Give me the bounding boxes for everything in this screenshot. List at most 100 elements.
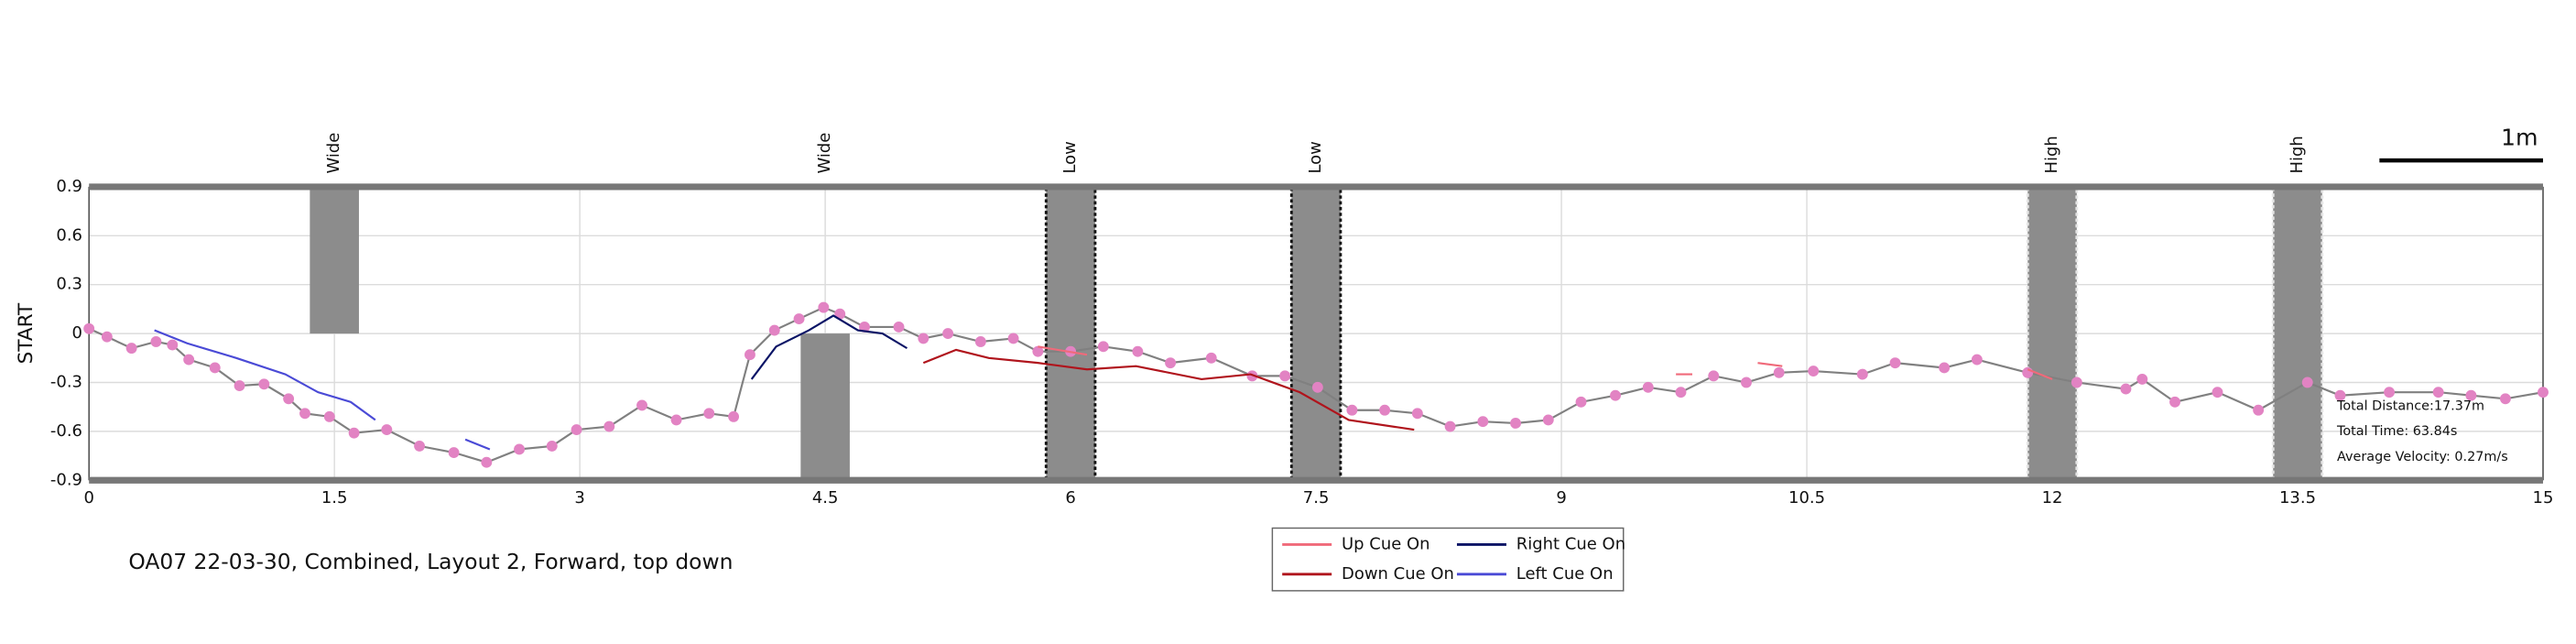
series-marker xyxy=(1411,408,1423,420)
series-marker xyxy=(1510,418,1521,429)
series-marker xyxy=(1097,341,1109,353)
series-marker xyxy=(150,336,162,347)
x-tick-label: 9 xyxy=(1556,488,1566,508)
series-marker xyxy=(234,380,245,391)
series-marker xyxy=(2499,393,2511,405)
series-marker xyxy=(183,354,195,366)
series-marker xyxy=(2432,387,2444,398)
series-marker xyxy=(1379,404,1391,416)
series-marker xyxy=(1311,381,1323,393)
series-marker xyxy=(859,322,870,333)
series-line xyxy=(1038,345,1088,356)
series-marker xyxy=(2253,404,2265,416)
series-marker xyxy=(1132,345,1144,357)
series-marker xyxy=(1939,362,1951,374)
y-tick-label: 0 xyxy=(72,323,82,343)
series-marker xyxy=(1741,377,1752,388)
scale-bar-label: 1m xyxy=(2501,125,2538,151)
series-line xyxy=(154,329,376,421)
series-marker xyxy=(2465,389,2477,401)
series-line xyxy=(1757,362,1783,367)
obstacle-label: Low xyxy=(1306,141,1325,173)
series-marker xyxy=(1610,389,1621,401)
series-marker xyxy=(2136,373,2148,385)
legend-label: Left Cue On xyxy=(1516,564,1614,584)
stat-text: Total Distance:17.37m xyxy=(2336,398,2484,413)
obstacle xyxy=(310,186,359,334)
y-tick-label: -0.3 xyxy=(50,372,82,391)
series-marker xyxy=(1165,357,1177,369)
series-marker xyxy=(448,447,460,458)
series-marker xyxy=(1444,420,1456,432)
series-marker xyxy=(1279,370,1291,382)
series-marker xyxy=(728,410,740,422)
series-marker xyxy=(918,333,929,344)
y-tick-label: -0.6 xyxy=(50,421,82,441)
series-marker xyxy=(745,349,755,361)
obstacle-label: Low xyxy=(1060,141,1080,173)
series-marker xyxy=(1889,357,1901,369)
series-marker xyxy=(703,408,715,420)
series-marker xyxy=(2301,377,2313,388)
series-marker xyxy=(514,443,525,455)
series-line xyxy=(922,348,1415,431)
series-marker xyxy=(1477,416,1489,428)
series-marker xyxy=(793,313,805,325)
series-marker xyxy=(834,308,846,320)
series-marker xyxy=(83,322,95,334)
series-marker xyxy=(2120,383,2132,395)
series-marker xyxy=(1205,352,1217,364)
series-marker xyxy=(2334,389,2346,401)
obstacle xyxy=(2271,185,2324,482)
legend-label: Down Cue On xyxy=(1342,564,1454,584)
obstacle xyxy=(1289,185,1342,482)
series-marker xyxy=(167,339,179,351)
obstacle-label: Wide xyxy=(815,133,834,174)
series-marker xyxy=(414,440,426,452)
obstacle xyxy=(1044,185,1097,482)
y-tick-label: 0.3 xyxy=(56,275,82,294)
y-tick-label: -0.9 xyxy=(50,470,82,489)
series-marker xyxy=(1773,366,1785,378)
series-marker xyxy=(2212,387,2223,398)
x-tick-label: 15 xyxy=(2533,488,2554,508)
series-marker xyxy=(974,336,986,347)
obstacle-label: Wide xyxy=(324,133,343,174)
series-marker xyxy=(1575,396,1587,408)
x-tick-label: 10.5 xyxy=(1788,488,1825,508)
chart-title: OA07 22-03-30, Combined, Layout 2, Forwa… xyxy=(128,549,733,574)
x-tick-label: 0 xyxy=(83,488,93,508)
series-marker xyxy=(1542,414,1554,426)
obstacle-label: High xyxy=(2288,136,2307,173)
series-marker xyxy=(323,410,335,422)
legend-label: Up Cue On xyxy=(1342,534,1430,553)
series-marker xyxy=(125,343,137,355)
series-marker xyxy=(481,456,493,468)
series-marker xyxy=(2384,387,2396,398)
x-tick-label: 13.5 xyxy=(2279,488,2316,508)
x-tick-label: 1.5 xyxy=(321,488,348,508)
series-marker xyxy=(571,424,582,436)
series-marker xyxy=(1856,368,1868,380)
series-marker xyxy=(381,424,393,436)
obstacle xyxy=(800,333,850,481)
obstacle-label: High xyxy=(2042,136,2061,173)
x-tick-label: 3 xyxy=(574,488,584,508)
x-tick-label: 6 xyxy=(1065,488,1075,508)
series-marker xyxy=(768,324,780,336)
series-marker xyxy=(546,440,558,452)
series-marker xyxy=(2538,387,2549,398)
y-tick-label: 0.9 xyxy=(56,177,82,196)
y-tick-label: 0.6 xyxy=(56,225,82,245)
series-line xyxy=(88,306,2544,464)
series-marker xyxy=(603,420,615,432)
series-marker xyxy=(1032,345,1044,357)
series-marker xyxy=(893,322,905,333)
stat-text: Total Time: 63.84s xyxy=(2336,424,2457,439)
series-marker xyxy=(670,414,682,426)
series-marker xyxy=(1642,381,1654,393)
x-tick-label: 7.5 xyxy=(1303,488,1330,508)
series-marker xyxy=(1346,404,1358,416)
legend-label: Right Cue On xyxy=(1516,534,1625,553)
